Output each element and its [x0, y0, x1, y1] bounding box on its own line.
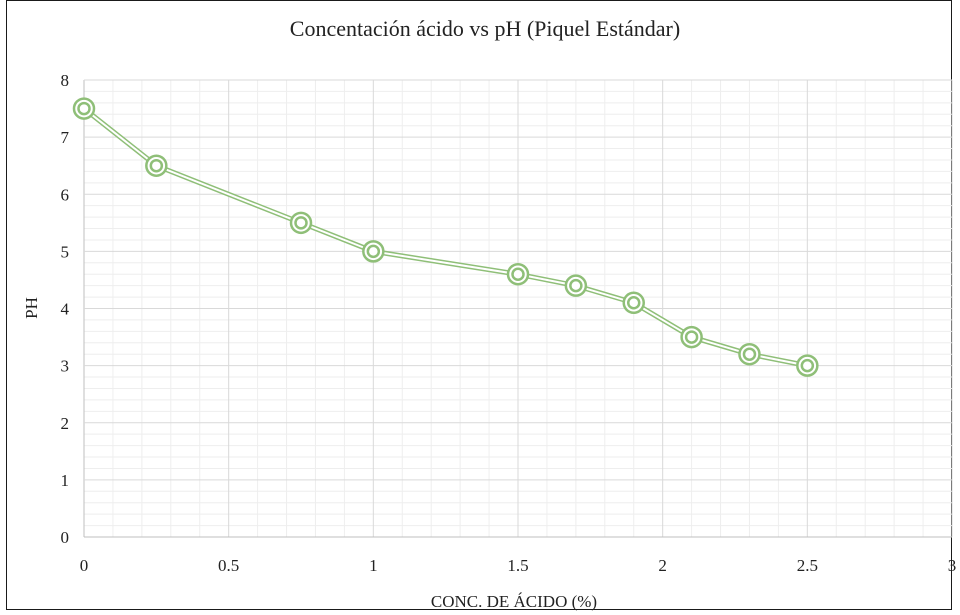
- x-tick-label: 2: [658, 556, 667, 575]
- y-tick-label: 2: [61, 414, 70, 433]
- x-tick-label: 1: [369, 556, 378, 575]
- y-tick-label: 4: [61, 300, 70, 319]
- data-point: [362, 240, 385, 263]
- chart-frame: [6, 0, 952, 610]
- data-point: [145, 154, 168, 177]
- data-point: [622, 291, 645, 315]
- series-layer: [72, 97, 819, 377]
- data-point: [289, 211, 313, 235]
- x-tick-label: 0: [80, 556, 89, 575]
- x-tick-label: 0.5: [218, 556, 239, 575]
- series-line-inner: [83, 107, 808, 367]
- y-axis-label: PH: [22, 297, 41, 319]
- y-tick-label: 5: [61, 242, 70, 261]
- y-tick-label: 1: [61, 471, 70, 490]
- tick-labels: 0 0.5 1 1.5 2 2.5 3 0 1 2 3 4 5 6 7 8: [61, 71, 957, 575]
- y-tick-label: 8: [61, 71, 70, 90]
- y-tick-label: 6: [61, 185, 70, 204]
- y-tick-label: 7: [61, 128, 70, 147]
- x-tick-label: 1.5: [507, 556, 528, 575]
- data-point: [72, 97, 96, 120]
- data-point: [680, 325, 703, 349]
- x-tick-label: 3: [948, 556, 957, 575]
- x-tick-label: 2.5: [797, 556, 818, 575]
- y-tick-label: 0: [61, 528, 70, 547]
- data-point: [738, 342, 761, 366]
- y-tick-label: 3: [61, 357, 70, 376]
- series-line-outer: [82, 106, 808, 369]
- data-point: [796, 354, 819, 377]
- data-point: [564, 274, 588, 297]
- data-point: [506, 262, 530, 286]
- chart-title: Concentación ácido vs pH (Piquel Estánda…: [290, 16, 680, 41]
- x-axis-label: CONC. DE ÁCIDO (%): [431, 592, 597, 611]
